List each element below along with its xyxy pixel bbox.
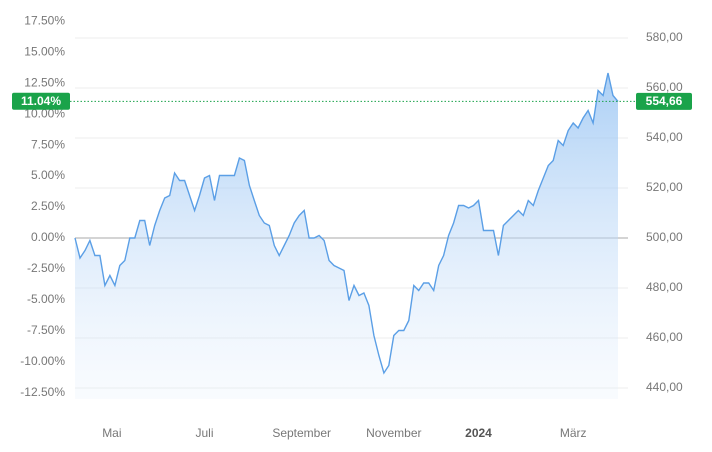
y-tick-label: -5.00% xyxy=(27,292,65,306)
y-tick-label: 15.00% xyxy=(24,44,65,58)
x-tick-label: März xyxy=(560,426,587,440)
y-tick-label: 10.00% xyxy=(24,106,65,120)
y2-tick-label: 560,00 xyxy=(646,80,683,94)
current-percent-badge xyxy=(12,92,70,110)
y-tick-label: 7.50% xyxy=(31,137,65,151)
x-tick-label: Juli xyxy=(196,426,214,440)
current-percent-label: 11.04% xyxy=(21,94,61,108)
y-tick-label: -10.00% xyxy=(20,354,65,368)
y-tick-label: 12.50% xyxy=(24,75,65,89)
y-tick-label: 5.00% xyxy=(31,168,65,182)
price-line xyxy=(74,72,619,375)
y2-tick-label: 500,00 xyxy=(646,230,683,244)
y2-tick-label: 460,00 xyxy=(646,330,683,344)
x-tick-label: November xyxy=(366,426,421,440)
y-tick-label: 0.00% xyxy=(31,230,65,244)
y-tick-label: 2.50% xyxy=(31,199,65,213)
x-tick-label: 2024 xyxy=(465,426,492,440)
y2-tick-label: 520,00 xyxy=(646,180,683,194)
current-price-label: 554,66 xyxy=(646,94,683,108)
y2-tick-label: 540,00 xyxy=(646,130,683,144)
x-tick-label: Mai xyxy=(102,426,121,440)
y2-tick-label: 480,00 xyxy=(646,280,683,294)
y-tick-label: 17.50% xyxy=(24,13,65,27)
y2-tick-label: 440,00 xyxy=(646,380,683,394)
y-tick-label: -7.50% xyxy=(27,323,65,337)
y2-tick-label: 580,00 xyxy=(646,30,683,44)
y-tick-label: -12.50% xyxy=(20,385,65,399)
x-tick-label: September xyxy=(272,426,331,440)
area-fill xyxy=(75,73,618,399)
y-tick-label: -2.50% xyxy=(27,261,65,275)
current-price-badge xyxy=(636,92,692,110)
